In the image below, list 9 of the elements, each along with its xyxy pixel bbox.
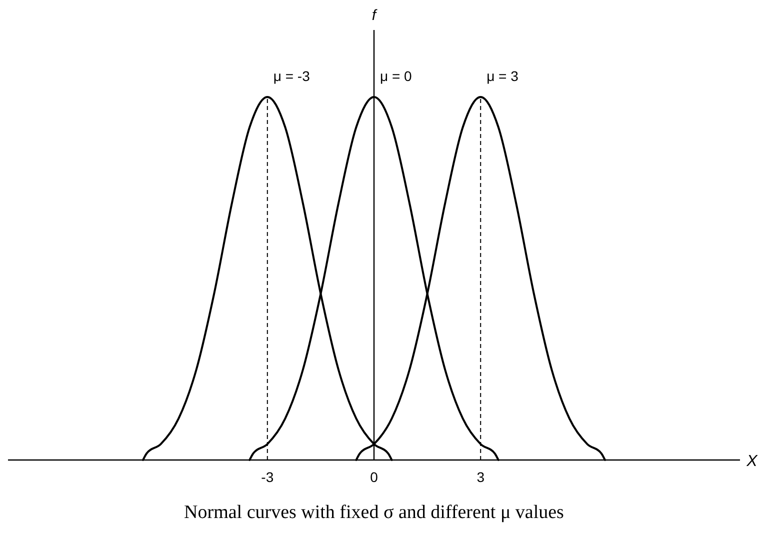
y-axis-title: f <box>372 7 378 24</box>
x-axis-title: X <box>746 453 759 470</box>
x-tick-label: 3 <box>476 468 485 485</box>
x-tick-label: -3 <box>261 468 274 485</box>
annotation: μ = -3 <box>273 68 310 84</box>
text: Normal curves with fixed σ and different μ values <box>184 502 564 523</box>
annotation: μ = 3 <box>486 68 519 84</box>
annotation: μ = 0 <box>380 68 412 84</box>
x-tick-label: 0 <box>370 468 378 485</box>
